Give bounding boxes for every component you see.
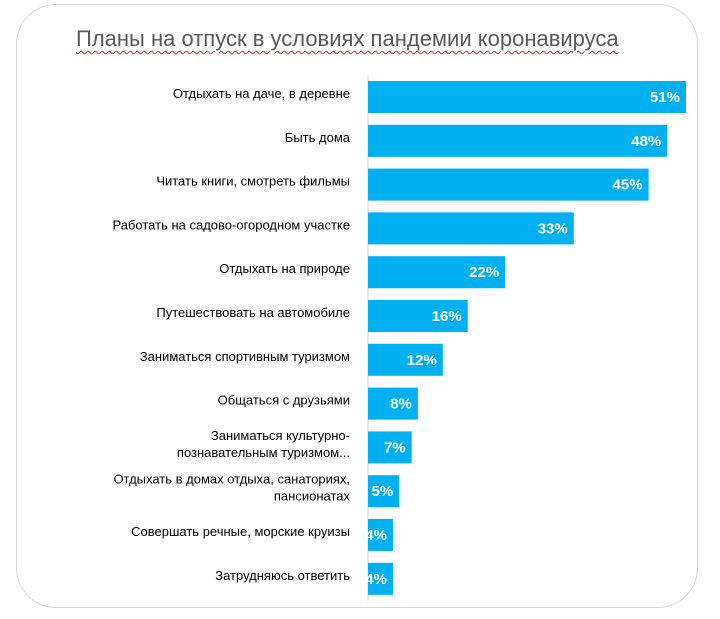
- category-label: Быть дома: [285, 130, 351, 145]
- bar-value-label: 12%: [407, 352, 437, 369]
- category-label-line: пансионатах: [274, 489, 351, 504]
- bar-value-label: 8%: [390, 396, 412, 413]
- category-label-line: Отдыхать на природе: [219, 261, 350, 276]
- category-label: Заниматься культурно-познавательным тури…: [177, 428, 350, 460]
- bar: [368, 168, 649, 201]
- bar-value-label: 33%: [538, 220, 568, 237]
- category-label: Работать на садово-огородном участке: [113, 217, 351, 232]
- category-label-line: Заниматься культурно-: [211, 428, 350, 443]
- category-label-line: Путешествовать на автомобиле: [156, 305, 350, 320]
- bar-value-label: 16%: [432, 308, 462, 325]
- bar: [368, 475, 400, 508]
- bar: [368, 256, 506, 289]
- category-label-line: Совершать речные, морские круизы: [131, 524, 350, 539]
- category-label-line: Работать на садово-огородном участке: [113, 217, 351, 232]
- bar: [368, 431, 412, 464]
- bar-value-label: 45%: [613, 177, 643, 194]
- bar: [368, 519, 393, 551]
- category-label: Совершать речные, морские круизы: [131, 524, 350, 539]
- category-label-line: Читать книги, смотреть фильмы: [156, 174, 350, 189]
- category-label: Затрудняюсь ответить: [215, 568, 350, 583]
- category-label: Путешествовать на автомобиле: [156, 305, 350, 320]
- bar: [368, 387, 418, 420]
- category-label-line: Быть дома: [285, 130, 351, 145]
- category-label: Общаться с друзьями: [218, 393, 350, 408]
- chart-title-text: Планы на отпуск в условиях пандемии коро…: [76, 26, 619, 51]
- bar: [368, 81, 686, 113]
- category-label: Отдыхать на природе: [219, 261, 350, 276]
- category-label-line: Отдыхать в домах отдыха, санаториях,: [113, 472, 350, 487]
- bar: [368, 124, 668, 157]
- bar-value-label: 4%: [365, 527, 387, 544]
- category-label: Заниматься спортивным туризмом: [140, 349, 350, 364]
- bar-value-label: 7%: [384, 439, 406, 456]
- category-label: Отдыхать на даче, в деревне: [173, 86, 350, 101]
- category-label: Отдыхать в домах отдыха, санаториях, панс…: [113, 472, 350, 504]
- bar: [368, 343, 443, 376]
- category-label-line: Затрудняюсь ответить: [215, 568, 350, 583]
- category-label: Читать книги, смотреть фильмы: [156, 174, 350, 189]
- bar-value-label: 22%: [469, 264, 499, 281]
- bar: [368, 300, 468, 332]
- bar: [368, 212, 574, 245]
- bar-value-label: 51%: [650, 89, 680, 106]
- bar-value-label: 48%: [631, 133, 661, 150]
- category-label-line: познавательным туризмом...: [177, 445, 350, 460]
- category-label-line: Отдыхать на даче, в деревне: [173, 86, 350, 101]
- category-label-line: Заниматься спортивным туризмом: [140, 349, 350, 364]
- chart-title: Планы на отпуск в условиях пандемии коро…: [76, 26, 619, 52]
- bar-value-label: 5%: [371, 483, 393, 500]
- bar-value-label: 4%: [365, 571, 387, 588]
- category-label-line: Общаться с друзьями: [218, 393, 350, 408]
- bar: [368, 562, 393, 595]
